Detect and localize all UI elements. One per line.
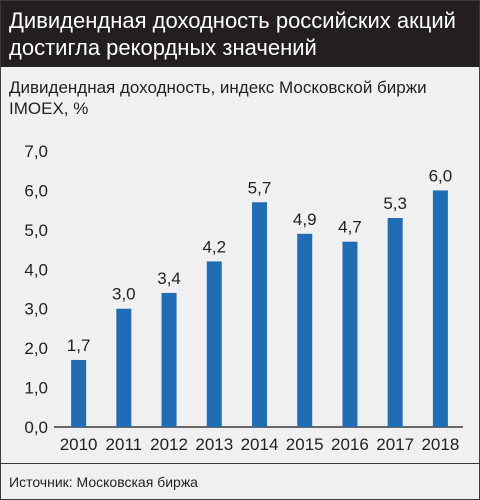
x-tick-label: 2015 <box>286 435 324 454</box>
y-tick-label: 7,0 <box>24 142 48 161</box>
data-label: 4,7 <box>338 218 362 237</box>
data-label: 1,7 <box>67 336 91 355</box>
x-tick-label: 2017 <box>376 435 414 454</box>
data-label: 6,0 <box>429 166 453 185</box>
header-bar: Дивидендная доходность российских акций … <box>1 1 479 67</box>
x-tick-label: 2010 <box>60 435 98 454</box>
y-tick-label: 6,0 <box>24 181 48 200</box>
x-tick-label: 2018 <box>421 435 459 454</box>
x-tick-label: 2014 <box>241 435 279 454</box>
bar <box>71 359 87 427</box>
bar <box>161 292 177 427</box>
data-label: 5,3 <box>383 194 407 213</box>
data-label: 3,0 <box>112 285 136 304</box>
x-tick-label: 2011 <box>106 435 143 454</box>
bar <box>116 308 132 427</box>
bar <box>432 190 448 427</box>
x-tick-label: 2016 <box>331 435 369 454</box>
x-tick-label: 2013 <box>195 435 233 454</box>
data-label: 3,4 <box>157 269 181 288</box>
y-tick-label: 3,0 <box>24 300 48 319</box>
data-label: 5,7 <box>248 178 272 197</box>
bar <box>252 202 267 427</box>
footer-divider <box>1 463 479 464</box>
bar-chart: 0,0 1,0 2,0 3,0 4,0 5,0 6,0 7,0 1,7 2010 3,0 2011 3,… <box>24 142 463 454</box>
bar <box>206 261 222 427</box>
chart-area: 0,0 1,0 2,0 3,0 4,0 5,0 6,0 7,0 1,7 2010 3,0 2011 3,… <box>1 141 479 461</box>
bar <box>342 241 358 427</box>
data-label: 4,2 <box>202 237 226 256</box>
y-tick-label: 5,0 <box>24 221 48 240</box>
chart-subtitle: Дивидендная доходность, индекс Московско… <box>9 78 427 118</box>
y-tick-label: 0,0 <box>24 418 48 437</box>
source-note: Источник: Московская биржа <box>9 474 198 490</box>
bar <box>297 233 313 427</box>
x-tick-label: 2012 <box>150 435 188 454</box>
y-tick-label: 1,0 <box>24 379 48 398</box>
chart-title: Дивидендная доходность российских акций … <box>9 8 456 60</box>
y-tick-label: 2,0 <box>24 339 48 358</box>
data-label: 4,9 <box>293 210 317 229</box>
y-tick-label: 4,0 <box>24 260 48 279</box>
bar <box>387 218 403 427</box>
